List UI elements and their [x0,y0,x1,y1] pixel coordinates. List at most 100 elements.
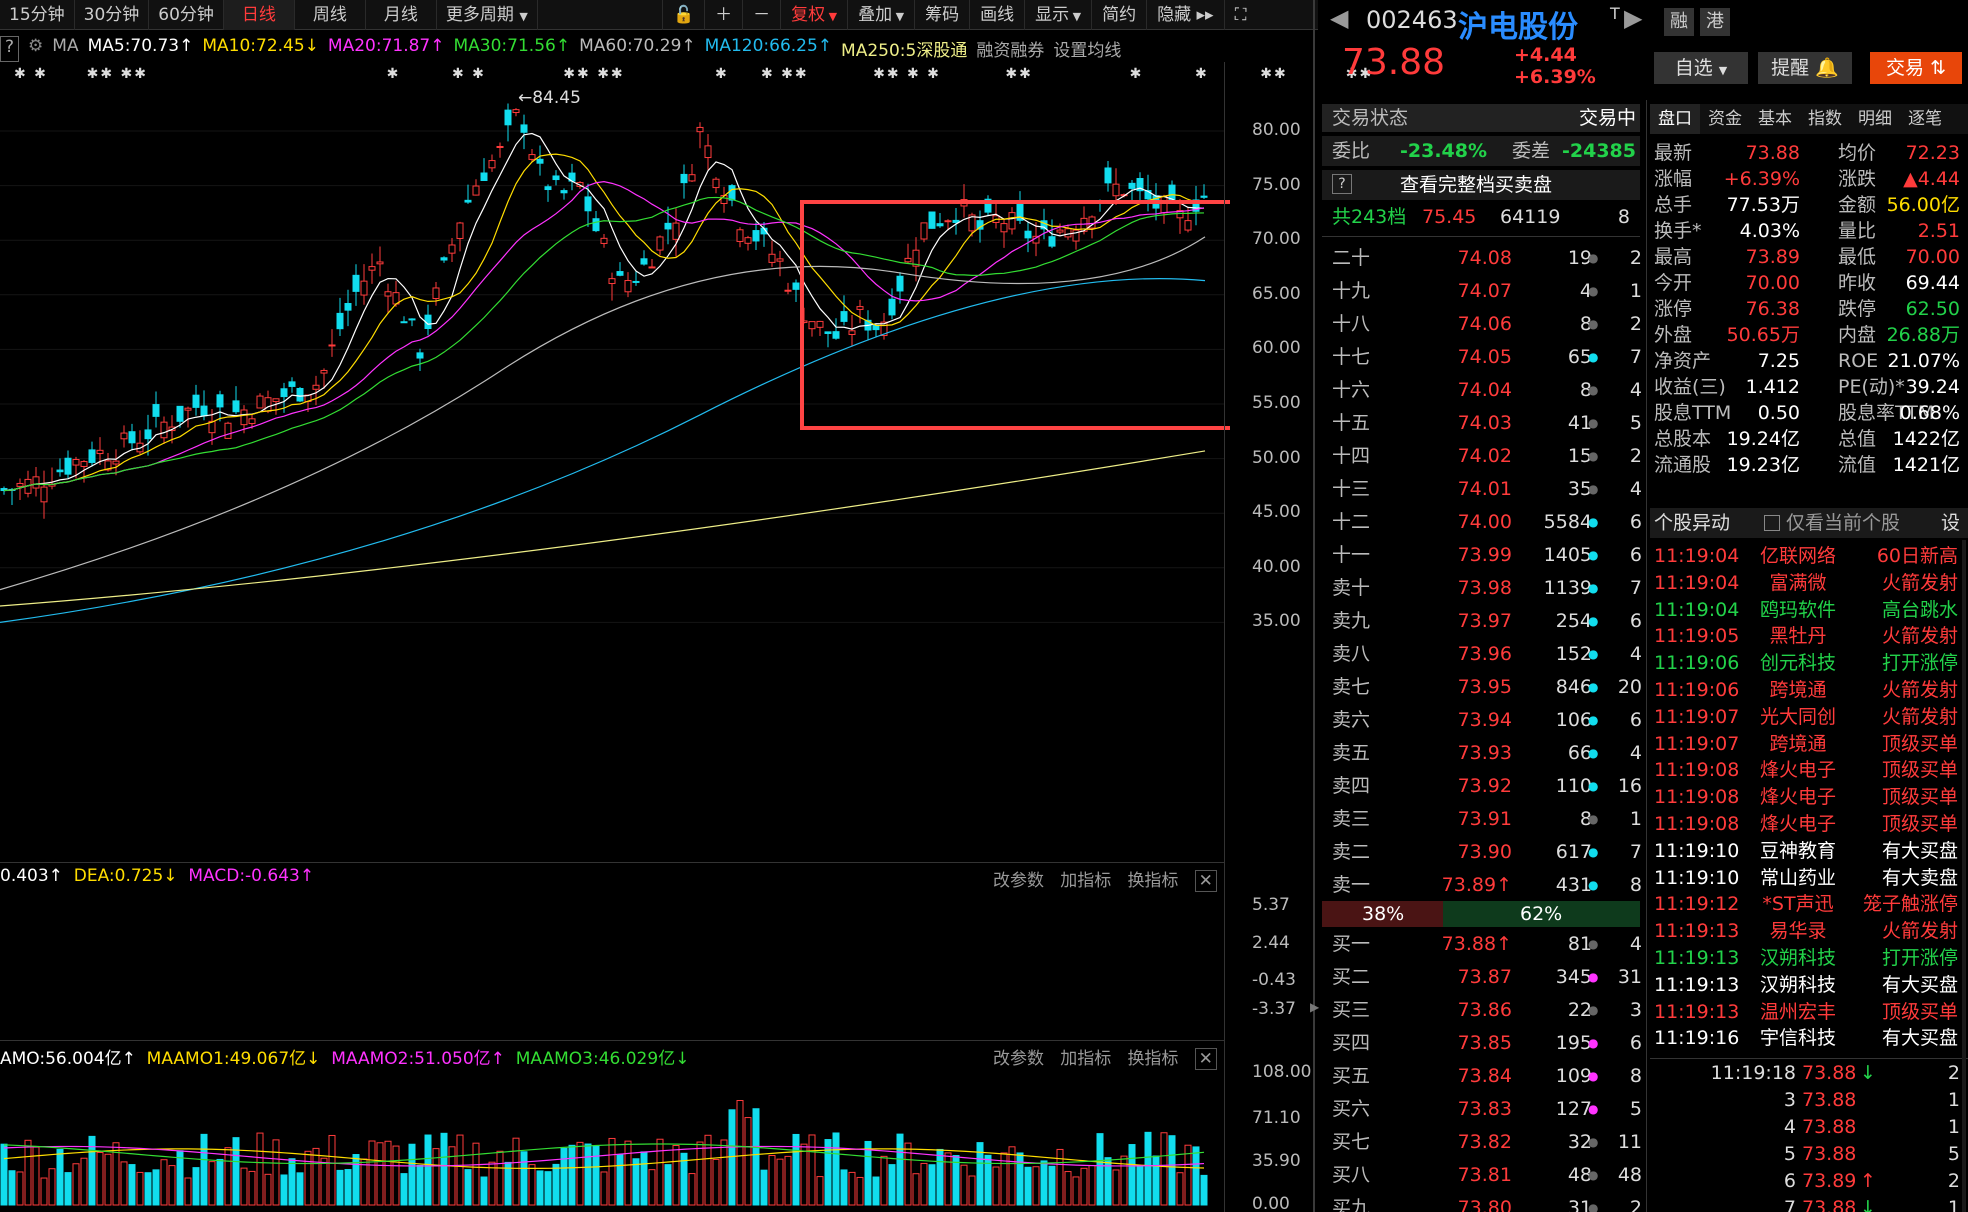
asks-level[interactable]: 二十 74.08 19 ● 2 [1332,242,1642,275]
amo-add-indicator-button[interactable]: 加指标 [1060,1049,1112,1069]
asks-level[interactable]: 十二 74.00 5584 ● 6 [1332,506,1642,539]
full-depth-row[interactable]: ? 查看完整档买卖盘 [1322,170,1640,200]
alert-item[interactable]: 11:19:07 跨境通 顶级买单 [1654,731,1960,758]
alert-item[interactable]: 11:19:13 温州宏丰 顶级买单 [1654,999,1960,1026]
scroll-track[interactable] [1962,540,1966,1212]
macd-param-button[interactable]: 改参数 [993,871,1044,891]
alert-item[interactable]: 11:19:08 烽火电子 顶级买单 [1654,784,1960,811]
tab-details[interactable]: 明细 [1858,109,1892,129]
trade-button[interactable]: 交易 ⇅ [1870,52,1962,84]
tab-30min[interactable]: 30分钟 [75,0,150,30]
tab-index[interactable]: 指数 [1808,109,1842,129]
collapse-handle[interactable]: ▶ [1310,1000,1320,1014]
tab-daily[interactable]: 日线 [223,0,295,30]
alert-item[interactable]: 11:19:13 易华录 火箭发射 [1654,918,1960,945]
bids-level[interactable]: 买三 73.86 22 ● 3 [1332,994,1642,1027]
asks-level[interactable]: 十五 74.03 41 ● 5 [1332,407,1642,440]
prev-stock-icon[interactable]: ◀ [1330,4,1349,32]
alert-item[interactable]: 11:19:13 汉朔科技 有大买盘 [1654,972,1960,999]
bids-level[interactable]: 买一 73.88↑ 81 ● 4 [1332,928,1642,961]
tab-more-periods[interactable]: 更多周期 ▼ [437,0,538,30]
asks-level[interactable]: 十四 74.02 15 ● 2 [1332,440,1642,473]
adjust-button[interactable]: 复权 ▼ [780,0,847,30]
asks-level[interactable]: 卖七 73.95 846 ● 20 [1332,671,1642,704]
bids-level[interactable]: 买五 73.84 109 ● 8 [1332,1060,1642,1093]
asks-level[interactable]: 卖三 73.91 8 ● 1 [1332,803,1642,836]
asks-level[interactable]: 卖六 73.94 106 ● 6 [1332,704,1642,737]
macd-switch-indicator-button[interactable]: 换指标 [1127,871,1179,891]
candlestick-chart[interactable] [0,78,1230,868]
asks-level[interactable]: 卖十 73.98 1139 ● 7 [1332,572,1642,605]
alert-item[interactable]: 11:19:10 常山药业 有大卖盘 [1654,865,1960,892]
close-icon[interactable]: ✕ [1194,1048,1217,1070]
bids-level[interactable]: 买八 73.81 48 ● 48 [1332,1159,1642,1192]
tab-weekly[interactable]: 周线 [295,0,366,30]
chips-button[interactable]: 筹码 [914,0,969,30]
close-icon[interactable]: ✕ [1194,870,1217,892]
tab-15min[interactable]: 15分钟 [0,0,75,30]
filter-label[interactable]: 仅看当前个股 [1786,512,1901,534]
asks-level[interactable]: 十一 73.99 1405 ● 6 [1332,539,1642,572]
asks-level[interactable]: 卖四 73.92 110 ● 16 [1332,770,1642,803]
bids-level[interactable]: 买六 73.83 127 ● 5 [1332,1093,1642,1126]
alert-item[interactable]: 11:19:06 跨境通 火箭发射 [1654,677,1960,704]
alert-item[interactable]: 11:19:12 *ST声迅 笼子触涨停 [1654,891,1960,918]
tab-funds[interactable]: 资金 [1708,109,1742,129]
ma-legend-item[interactable]: 设置均线 [1053,41,1122,61]
filter-checkbox[interactable] [1764,515,1780,531]
alert-item[interactable]: 11:19:13 汉朔科技 打开涨停 [1654,945,1960,972]
alert-item[interactable]: 11:19:04 鸥玛软件 高台跳水 [1654,597,1960,624]
alert-item[interactable]: 11:19:16 宇信科技 有大买盘 [1654,1025,1960,1052]
fullscreen-icon[interactable]: ⛶ [1223,0,1257,30]
alert-item[interactable]: 11:19:04 亿联网络 60日新高 [1654,543,1960,570]
amo-bar [312,1147,320,1206]
overlay-button[interactable]: 叠加 ▼ [847,0,914,30]
alert-item[interactable]: 11:19:07 光大同创 火箭发射 [1654,704,1960,731]
bids-level[interactable]: 买七 73.82 32 ● 11 [1332,1126,1642,1159]
tab-monthly[interactable]: 月线 [366,0,437,30]
asks-level[interactable]: 十八 74.06 8 ● 2 [1332,308,1642,341]
zoom-out-icon[interactable]: － [742,0,780,30]
tab-handicap[interactable]: 盘口 [1650,104,1700,134]
simple-button[interactable]: 简约 [1091,0,1146,30]
amo-param-button[interactable]: 改参数 [993,1049,1044,1069]
next-stock-icon[interactable]: ▶ [1624,4,1643,32]
alert-item[interactable]: 11:19:08 烽火电子 顶级买单 [1654,757,1960,784]
alert-item[interactable]: 11:19:06 创元科技 打开涨停 [1654,650,1960,677]
amo-switch-indicator-button[interactable]: 换指标 [1127,1049,1179,1069]
level-price: 73.86 [1457,999,1512,1021]
asks-level[interactable]: 十七 74.05 65 ● 7 [1332,341,1642,374]
help-icon[interactable]: ? [0,36,20,62]
asks-level[interactable]: 十九 74.07 4 ● 1 [1332,275,1642,308]
amo-bar [144,1172,152,1206]
display-button[interactable]: 显示 ▼ [1024,0,1091,30]
alert-item[interactable]: 11:19:10 豆神教育 有大买盘 [1654,838,1960,865]
macd-add-indicator-button[interactable]: 加指标 [1060,871,1112,891]
gear-icon[interactable]: ⚙ [28,36,44,56]
bids-level[interactable]: 买九 73.80 31 ● 2 [1332,1192,1642,1212]
zoom-in-icon[interactable]: ＋ [704,0,742,30]
full-depth-link[interactable]: 查看完整档买卖盘 [1400,174,1553,196]
tab-basic[interactable]: 基本 [1758,109,1792,129]
alert-button[interactable]: 提醒 🔔 [1758,52,1852,84]
lock-icon[interactable]: 🔓 [662,0,704,30]
asks-level[interactable]: 卖五 73.93 66 ● 4 [1332,737,1642,770]
bids-level[interactable]: 买四 73.85 195 ● 6 [1332,1027,1642,1060]
asks-level[interactable]: 卖一 73.89↑ 431 ● 8 [1332,869,1642,902]
tab-60min[interactable]: 60分钟 [149,0,224,30]
tab-tick[interactable]: 逐笔 [1908,109,1942,129]
asks-level[interactable]: 卖九 73.97 254 ● 6 [1332,605,1642,638]
alerts-settings-button[interactable]: 设 [1940,512,1960,534]
hide-button[interactable]: 隐藏 ▸▸ [1146,0,1223,30]
draw-button[interactable]: 画线 [969,0,1024,30]
watchlist-button[interactable]: 自选 ▼ [1654,52,1748,84]
alert-item[interactable]: 11:19:08 烽火电子 顶级买单 [1654,811,1960,838]
asks-level[interactable]: 卖八 73.96 152 ● 4 [1332,638,1642,671]
alert-item[interactable]: 11:19:04 富满微 火箭发射 [1654,570,1960,597]
asks-level[interactable]: 十三 74.01 35 ● 4 [1332,473,1642,506]
asks-level[interactable]: 卖二 73.90 617 ● 7 [1332,836,1642,869]
ma-legend-item[interactable]: 融资融券 [976,41,1045,61]
bids-level[interactable]: 买二 73.87 345 ● 31 [1332,961,1642,994]
alert-item[interactable]: 11:19:05 黑牡丹 火箭发射 [1654,623,1960,650]
asks-level[interactable]: 十六 74.04 8 ● 4 [1332,374,1642,407]
